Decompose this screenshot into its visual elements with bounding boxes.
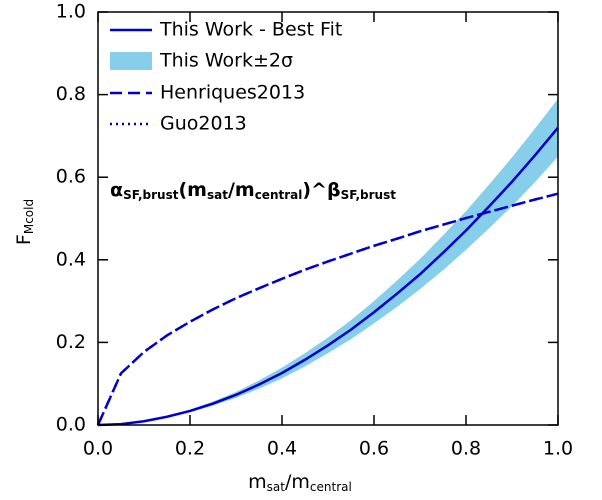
annotation: αSF,brust(msat/mcentral)^βSF,brust bbox=[110, 179, 396, 202]
annotation-sub: SF,brust bbox=[123, 188, 179, 202]
legend-label: Henriques2013 bbox=[160, 82, 305, 104]
legend-label: This Work±2σ bbox=[159, 50, 293, 72]
line bbox=[97, 126, 559, 427]
y-tick-label: 0.6 bbox=[56, 166, 86, 188]
x-tick-label: 0.6 bbox=[359, 438, 389, 460]
x-tick-label: 0.4 bbox=[267, 438, 297, 460]
x-label-sub: sat bbox=[267, 480, 286, 494]
x-tick-label: 0.8 bbox=[451, 438, 481, 460]
annotation-part: (m bbox=[178, 179, 206, 201]
annotation-sub: SF,brust bbox=[341, 188, 397, 202]
x-tick-label: 0.0 bbox=[83, 438, 113, 460]
legend-label: This Work - Best Fit bbox=[159, 19, 342, 41]
annotation-part: )^β bbox=[302, 179, 340, 201]
plot-frame bbox=[97, 11, 559, 426]
y-tick-label: 0.2 bbox=[56, 331, 86, 353]
annotation-part: α bbox=[110, 179, 123, 201]
y-label-part: F bbox=[13, 234, 35, 245]
y-tick-label: 0.4 bbox=[56, 248, 86, 270]
annotation-sub: central bbox=[255, 188, 303, 202]
y-tick-label: 0.8 bbox=[56, 83, 86, 105]
x-label-sub: central bbox=[310, 480, 352, 494]
legend-label: Guo2013 bbox=[160, 113, 247, 135]
line bbox=[96, 192, 559, 426]
legend-swatch bbox=[110, 52, 152, 70]
y-label-sub: Mcold bbox=[22, 199, 36, 234]
x-label-part: /m bbox=[285, 471, 310, 493]
annotation-part: /m bbox=[228, 179, 255, 201]
y-tick-label: 1.0 bbox=[56, 1, 86, 23]
x-axis-label: msat/mcentral bbox=[248, 471, 352, 494]
x-tick-label: 0.2 bbox=[175, 438, 205, 460]
x-label-part: m bbox=[248, 471, 267, 493]
annotation-sub: sat bbox=[207, 188, 228, 202]
y-axis-label: FMcold bbox=[13, 199, 36, 245]
y-tick-label: 0.0 bbox=[56, 414, 86, 436]
x-tick-label: 1.0 bbox=[543, 438, 573, 460]
